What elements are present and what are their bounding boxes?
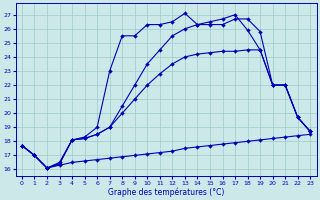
X-axis label: Graphe des températures (°C): Graphe des températures (°C) — [108, 187, 224, 197]
